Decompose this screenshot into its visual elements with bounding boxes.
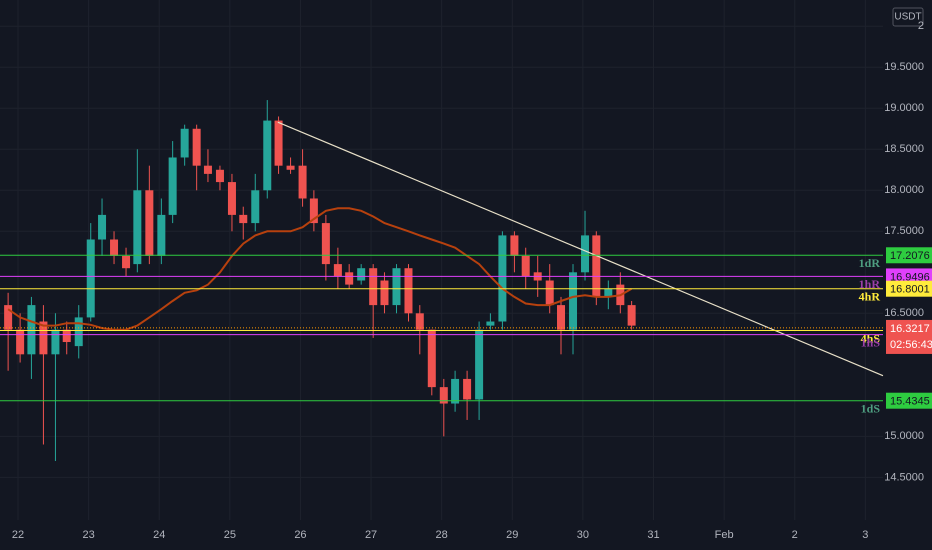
candle-body: [39, 321, 48, 355]
x-tick-label: 27: [365, 529, 377, 541]
candle-body: [333, 264, 342, 277]
candle-body: [203, 165, 212, 174]
x-tick-label: 29: [506, 529, 518, 541]
candle-body: [133, 190, 142, 265]
candle-body: [463, 378, 472, 400]
level-name: 1hR: [859, 277, 881, 291]
candle-body: [86, 239, 95, 318]
x-tick-label: 22: [12, 529, 24, 541]
candle-body: [168, 157, 177, 215]
candle-body: [592, 235, 601, 297]
candle-body: [286, 165, 295, 170]
candle-body: [309, 198, 318, 224]
candle-body: [557, 305, 566, 330]
candle-body: [427, 329, 436, 388]
x-tick-label: 30: [577, 529, 589, 541]
price-tag-label: 16.9496: [890, 271, 930, 283]
currency-box[interactable]: [892, 7, 924, 27]
level-name: 1dR: [859, 256, 881, 270]
candle-body: [239, 214, 248, 224]
y-tick-label: 19.5000: [884, 61, 924, 73]
candle-body: [110, 239, 119, 256]
candle-body: [192, 128, 201, 166]
candle-body: [498, 235, 507, 322]
level-name: 1dS: [861, 401, 881, 415]
x-tick-label: 23: [82, 529, 94, 541]
current-price-tag: [886, 319, 932, 354]
candle-body: [16, 329, 25, 355]
candle-body: [475, 329, 484, 400]
y-tick-label: 19.0000: [884, 102, 924, 114]
candle-body: [145, 190, 154, 256]
candle-body: [227, 182, 236, 215]
candle-body: [627, 305, 636, 326]
price-tag: [886, 280, 932, 297]
x-tick-label: 3: [862, 529, 868, 541]
current-price-label: 16.3217: [890, 323, 930, 335]
candle-body: [581, 235, 590, 273]
candle-body: [369, 268, 378, 306]
x-tick-label: 28: [436, 529, 448, 541]
candle-body: [357, 268, 366, 281]
price-tag: [886, 268, 932, 285]
candle-body: [51, 329, 60, 355]
y-tick-label: 18.0000: [884, 184, 924, 196]
candle-body: [380, 280, 389, 306]
candle-body: [415, 313, 424, 330]
x-tick-label: 2: [792, 529, 798, 541]
candle-body: [62, 329, 71, 343]
candle-body: [298, 165, 307, 199]
candle-body: [521, 255, 530, 277]
candle-body: [157, 214, 166, 256]
candle-body: [74, 317, 83, 347]
y-tick-label: 17.5000: [884, 225, 924, 237]
candle-body: [251, 190, 260, 224]
candle-body: [439, 387, 448, 404]
x-tick-label: 26: [294, 529, 306, 541]
price-tag: [886, 392, 932, 409]
candle-body: [510, 235, 519, 256]
x-tick-label: 25: [224, 529, 236, 541]
price-tag-label: 16.8001: [890, 284, 930, 296]
candle-body: [392, 268, 401, 306]
price-tag-label: 15.4345: [890, 396, 930, 408]
countdown-label: 02:56:43: [890, 339, 932, 351]
x-tick-label: 31: [647, 529, 659, 541]
candle-body: [345, 272, 354, 285]
y-tick-label: 16.5000: [884, 307, 924, 319]
candle-body: [27, 305, 36, 355]
x-tick-label: 24: [153, 529, 165, 541]
candle-body: [122, 255, 131, 269]
candle-body: [215, 169, 224, 183]
candle-body: [604, 288, 613, 297]
candle-body: [321, 223, 330, 265]
currency: USDT: [894, 12, 921, 23]
candle-body: [451, 378, 460, 404]
price-tag-label: 17.2076: [890, 250, 930, 262]
price-tag: [886, 247, 932, 264]
y-tick-label: 14.5000: [884, 471, 924, 483]
candle-body: [274, 120, 283, 166]
candle-body: [4, 305, 13, 330]
candle-body: [98, 214, 107, 240]
y-tick-label: 18.5000: [884, 143, 924, 155]
y-tick-label: 15.0000: [884, 430, 924, 442]
candle-body: [404, 268, 413, 314]
y-tick-label: 2: [918, 20, 924, 32]
moving-average: [7, 207, 633, 331]
x-tick-label: Feb: [715, 529, 734, 541]
trendline: [277, 121, 884, 377]
candle-body: [486, 321, 495, 326]
candle-body: [569, 272, 578, 330]
level-name: 1hS: [861, 335, 881, 349]
candle-body: [545, 280, 554, 306]
candle-body: [180, 128, 189, 158]
level-name: 4hR: [859, 289, 881, 303]
candle-body: [263, 120, 272, 191]
